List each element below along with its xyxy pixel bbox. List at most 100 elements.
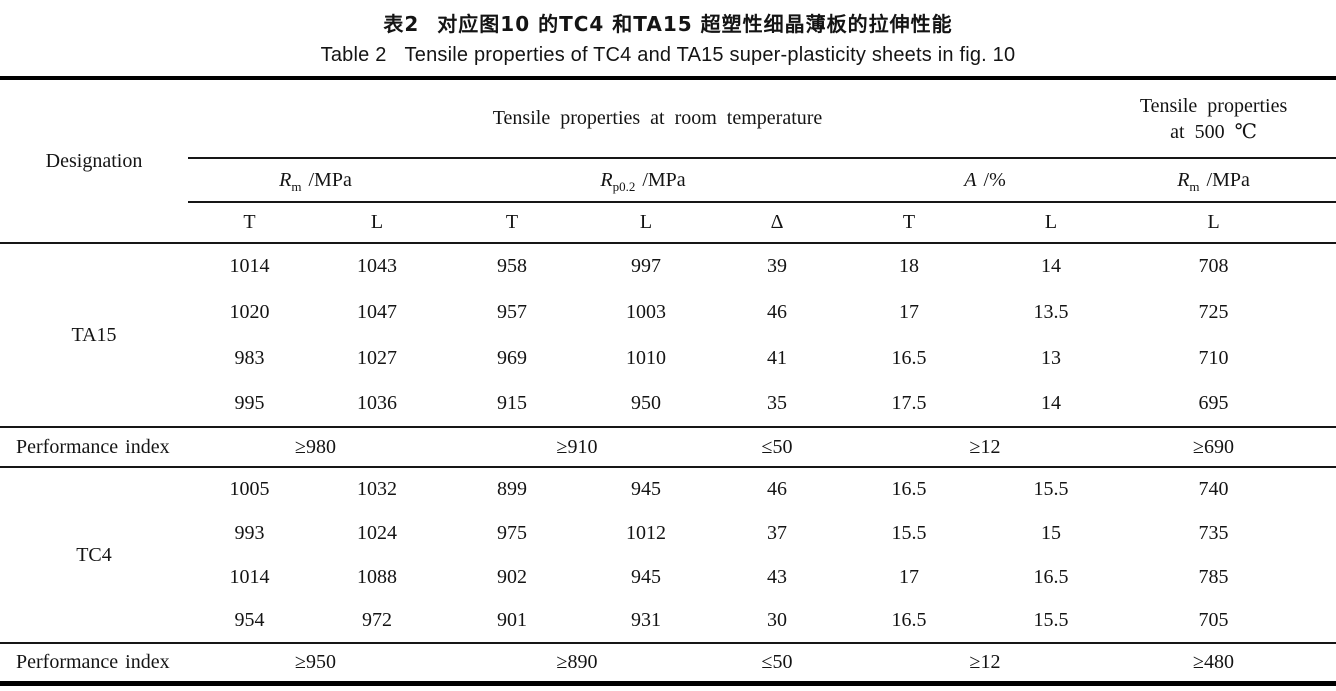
subheader-L: L [1127, 202, 1336, 244]
subheader-delta: Δ [711, 202, 843, 244]
performance-value-rp02: ≥890 [556, 650, 598, 673]
symbol-R: R [600, 168, 613, 191]
data-cell: 1036 [311, 381, 443, 428]
data-cell: 37 [767, 521, 787, 544]
header-rm-mpa-500: Rm /MPa [1127, 158, 1336, 203]
data-cell: 15 [1041, 521, 1062, 544]
subscript-p02: p0.2 [612, 178, 636, 194]
header-a-percent: A /% [843, 158, 1128, 203]
data-cell: 17 [899, 300, 919, 323]
performance-value-rp02: ≥910 [443, 427, 711, 468]
performance-index-label: Performance index [0, 427, 188, 468]
subheader-T: T [188, 202, 311, 244]
header-rm-mpa: Rm /MPa [188, 158, 443, 203]
subscript-m: m [1189, 178, 1200, 194]
data-cell: 1012 [626, 521, 666, 544]
data-cell: 15.5 [975, 599, 1128, 644]
data-cell: 1088 [357, 565, 397, 588]
data-cell: 1005 [229, 478, 270, 500]
unit-percent: /% [976, 168, 1006, 191]
header-group-500c-line2: at 500 ℃ [1170, 120, 1257, 143]
data-cell: 958 [497, 255, 527, 277]
data-cell: 710 [1198, 346, 1229, 369]
data-cell: 954 [188, 599, 311, 644]
performance-value-a: ≥12 [843, 427, 1128, 468]
alloy-label-tc4: TC4 [0, 467, 188, 644]
data-cell: 950 [581, 381, 711, 428]
data-cell: 902 [497, 565, 527, 588]
data-cell: 915 [443, 381, 581, 428]
data-cell: 983 [234, 346, 265, 369]
performance-value-rm: ≥950 [295, 650, 336, 673]
data-cell: 972 [311, 599, 443, 644]
performance-value-rm500: ≥480 [1193, 650, 1235, 673]
data-cell: 975 [497, 521, 527, 544]
alloy-label-ta15: TA15 [0, 243, 188, 428]
data-cell: 13.5 [1033, 300, 1069, 323]
header-group-room-temp: Tensile properties at room temperature [188, 78, 1128, 159]
subheader-L: L [975, 202, 1128, 244]
header-group-500c-line1: Tensile properties [1139, 94, 1288, 117]
data-cell: 46 [767, 478, 787, 500]
data-cell: 18 [899, 255, 919, 277]
symbol-A: A [964, 168, 977, 191]
data-cell: 725 [1198, 300, 1229, 323]
data-cell: 945 [631, 478, 661, 500]
data-cell: 14 [975, 381, 1128, 428]
data-cell: 705 [1127, 599, 1336, 644]
data-cell: 15.5 [891, 521, 927, 544]
data-cell: 1047 [357, 300, 397, 323]
data-cell: 901 [443, 599, 581, 644]
data-cell: 785 [1198, 565, 1229, 588]
header-rp02-mpa: Rp0.2 /MPa [443, 158, 843, 203]
subheader-T: T [843, 202, 975, 244]
performance-value-delta: ≤50 [711, 427, 843, 468]
data-cell: 30 [711, 599, 843, 644]
data-cell: 735 [1198, 521, 1229, 544]
data-cell: 1032 [357, 478, 397, 500]
subheader-L: L [311, 202, 443, 244]
data-cell: 14 [1041, 255, 1062, 277]
data-cell: 43 [767, 565, 787, 588]
data-cell: 993 [234, 521, 265, 544]
table-caption-en: Table 2 Tensile properties of TC4 and TA1… [0, 44, 1336, 67]
data-cell: 39 [767, 255, 787, 277]
unit-mpa: /MPa [301, 168, 352, 191]
data-cell: 1003 [626, 300, 666, 323]
data-cell: 931 [581, 599, 711, 644]
data-cell: 16.5 [843, 599, 975, 644]
data-cell: 1020 [229, 300, 270, 323]
caption-zh-text: 对应图10 的TC4 和TA15 超塑性细晶薄板的拉伸性能 [437, 12, 953, 36]
data-cell: 1014 [229, 255, 270, 277]
data-cell: 997 [631, 255, 661, 277]
data-cell: 945 [631, 565, 661, 588]
data-cell: 16.5 [1033, 565, 1069, 588]
symbol-R: R [279, 168, 292, 191]
data-cell: 1010 [626, 346, 666, 369]
tensile-properties-table: Designation Tensile properties at room t… [0, 76, 1336, 686]
data-cell: 13 [1041, 346, 1062, 369]
data-cell: 708 [1198, 255, 1229, 277]
subheader-T: T [443, 202, 581, 244]
data-cell: 1027 [357, 346, 397, 369]
data-cell: 41 [767, 346, 787, 369]
performance-value-delta: ≤50 [761, 650, 793, 673]
data-cell: 35 [711, 381, 843, 428]
symbol-R: R [1177, 168, 1190, 191]
subheader-L: L [581, 202, 711, 244]
data-cell: 15.5 [1033, 478, 1069, 500]
caption-en-text: Tensile properties of TC4 and TA15 super… [404, 44, 1016, 66]
data-cell: 1024 [357, 521, 397, 544]
data-cell: 16.5 [891, 478, 927, 500]
data-cell: 17.5 [843, 381, 975, 428]
caption-zh-number: 表2 [383, 12, 420, 36]
performance-value-a: ≥12 [969, 650, 1001, 673]
data-cell: 695 [1127, 381, 1336, 428]
data-cell: 969 [497, 346, 527, 369]
data-cell: 899 [497, 478, 527, 500]
data-cell: 17 [899, 565, 919, 588]
performance-index-label: Performance index [16, 650, 170, 673]
data-cell: 1014 [229, 565, 270, 588]
data-cell: 957 [497, 300, 527, 323]
